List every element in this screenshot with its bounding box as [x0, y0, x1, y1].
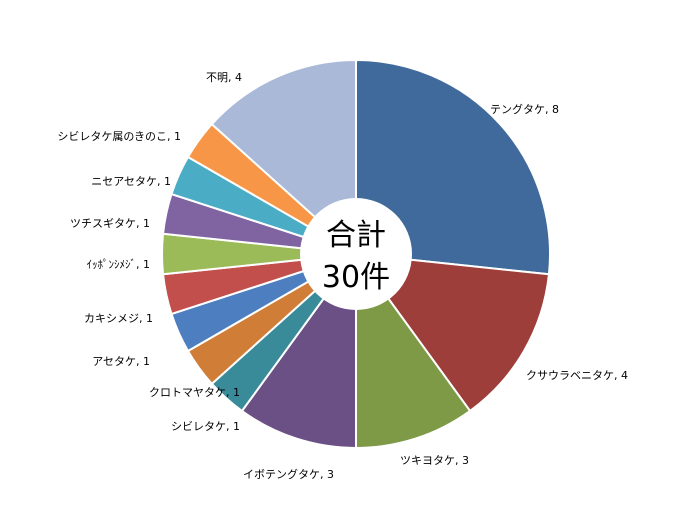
pie-slice-4 [240, 250, 357, 450]
pie-slice-13 [210, 58, 357, 257]
pie-slice-2 [353, 252, 551, 413]
data-label-8: カキシメジ, 1 [84, 312, 153, 325]
pie-slice-1 [355, 58, 551, 276]
data-label-12: シビレタケ属のきのこ, 1 [57, 130, 181, 143]
data-label-1: テングタケ, 8 [490, 102, 559, 116]
center-total-count: 30件 [322, 260, 390, 295]
data-label-13: 不明, 4 [206, 71, 242, 84]
data-label-7: アセタケ, 1 [92, 355, 150, 368]
pie-slice-3 [355, 250, 472, 450]
data-label-3: ツキヨタケ, 3 [400, 454, 469, 467]
data-label-5: シビレタケ, 1 [171, 420, 240, 433]
data-label-10: ツチスギタケ, 1 [70, 217, 150, 230]
data-label-2: クサウラベニタケ, 4 [526, 369, 628, 382]
pie-data-labels: テングタケ, 8 クサウラベニタケ, 4 ツキヨタケ, 3 イボテングタケ, 3 シビレ… [57, 71, 628, 481]
data-label-6: クロトマヤタケ, 1 [149, 386, 240, 399]
data-label-4: イボテングタケ, 3 [243, 467, 334, 481]
data-label-9: ｲｯﾎﾟﾝｼﾒｼﾞ, 1 [87, 258, 151, 271]
center-total-label: 合計 [326, 218, 386, 253]
data-label-11: ニセアセタケ, 1 [91, 175, 171, 188]
donut-hole [300, 198, 412, 310]
